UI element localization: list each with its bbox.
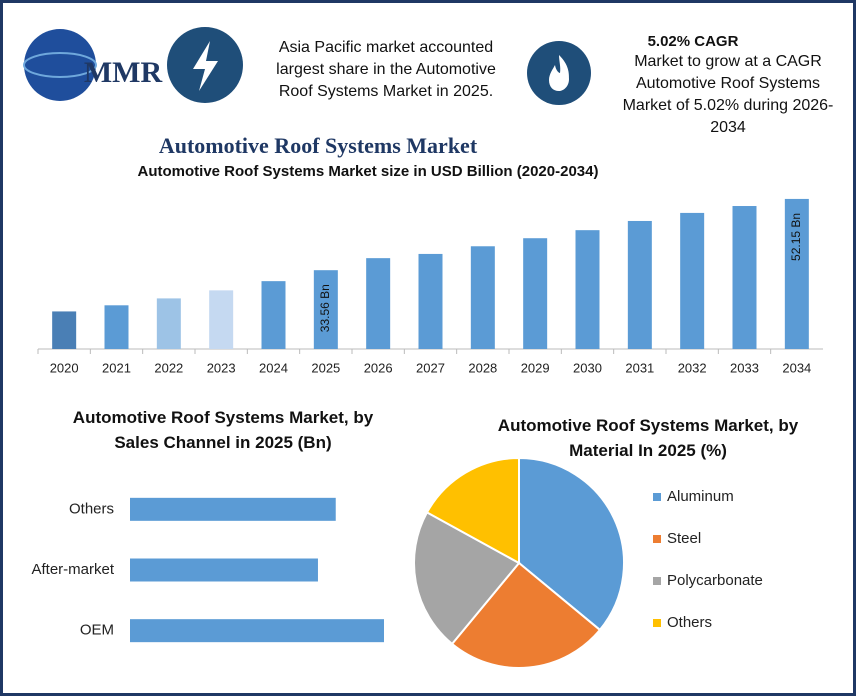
info-text: Asia Pacific market accounted largest sh… <box>276 39 496 100</box>
bar <box>130 619 384 643</box>
value-label: 33.56 Bn <box>318 284 332 332</box>
x-tick-label: 2028 <box>468 360 497 375</box>
bar <box>130 558 318 582</box>
legend-swatch <box>653 577 661 585</box>
chart-title: Automotive Roof Systems Market, by Sales… <box>72 408 374 452</box>
bar <box>261 281 286 349</box>
x-tick-label: 2032 <box>678 360 707 375</box>
bar <box>104 305 129 349</box>
cagr-text: Market to grow at a CAGR Automotive Roof… <box>622 53 834 136</box>
flame <box>549 55 569 91</box>
legend-label: Aluminum <box>667 488 734 505</box>
chart-title: Automotive Roof Systems Market <box>158 133 478 158</box>
bar <box>156 298 181 349</box>
x-tick-label: 2023 <box>207 360 236 375</box>
x-tick-label: 2031 <box>625 360 654 375</box>
x-tick-label: 2022 <box>154 360 183 375</box>
logo-text: MMR <box>84 56 163 89</box>
logo-ring <box>23 52 97 78</box>
bar <box>784 198 809 349</box>
pie-slice <box>518 456 625 632</box>
legend-swatch <box>653 619 661 627</box>
bar <box>52 311 77 349</box>
legend-label: Others <box>667 614 712 631</box>
bar <box>209 290 234 349</box>
x-tick-label: 2033 <box>730 360 759 375</box>
bar <box>313 270 338 349</box>
bar <box>523 238 548 349</box>
x-tick-label: 2026 <box>364 360 393 375</box>
y-tick-label: After-market <box>31 561 114 578</box>
x-tick-label: 2021 <box>102 360 131 375</box>
bolt <box>193 41 218 91</box>
chart-subtitle: Automotive Roof Systems Market size in U… <box>137 163 599 180</box>
cagr-title: 5.02% CAGR <box>647 33 739 50</box>
value-label: 52.15 Bn <box>789 213 803 261</box>
x-tick-label: 2025 <box>311 360 340 375</box>
x-tick-label: 2027 <box>416 360 445 375</box>
bar <box>575 230 600 349</box>
x-tick-label: 2020 <box>50 360 79 375</box>
pie-slice <box>450 561 602 669</box>
x-tick-label: 2024 <box>259 360 288 375</box>
x-tick-label: 2034 <box>782 360 811 375</box>
bar <box>366 258 391 349</box>
chart-canvas: MMR 2020 2021 2022 2023 2024 2025 33.56 Bn 2026… <box>23 27 823 669</box>
legend-label: Steel <box>667 530 701 547</box>
x-tick-label: 2030 <box>573 360 602 375</box>
bar <box>130 497 336 521</box>
y-tick-label: OEM <box>80 622 114 639</box>
x-tick-label: 2029 <box>521 360 550 375</box>
legend-swatch <box>653 493 661 501</box>
pie-slice <box>425 456 520 565</box>
legend-label: Polycarbonate <box>667 572 763 589</box>
legend-swatch <box>653 535 661 543</box>
y-tick-label: Others <box>69 500 114 517</box>
bar <box>470 246 495 349</box>
bar <box>680 212 705 349</box>
bar <box>732 206 757 349</box>
bar <box>418 253 443 349</box>
logo-globe <box>24 29 96 101</box>
pie-slice <box>413 511 521 646</box>
bar <box>627 220 652 349</box>
chart-title: Automotive Roof Systems Market, by Mater… <box>497 416 799 460</box>
